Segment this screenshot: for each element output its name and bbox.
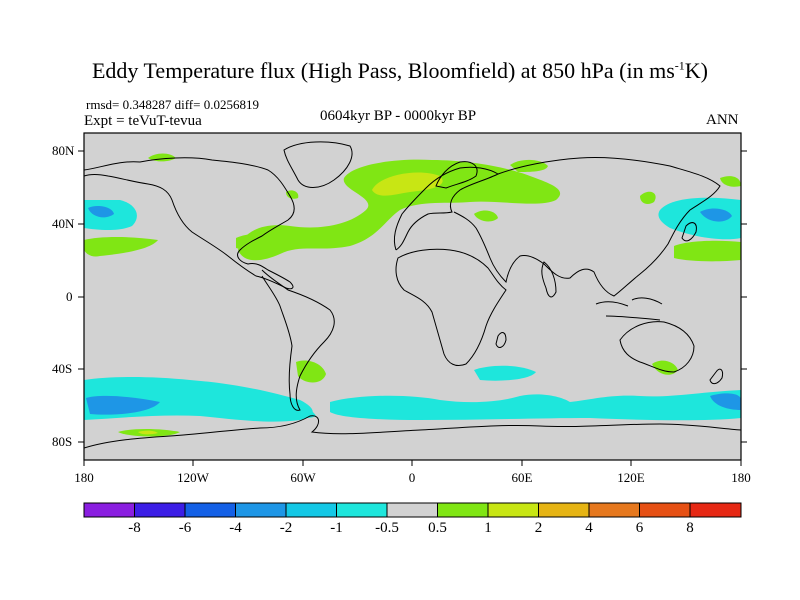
colorbar	[83, 502, 742, 518]
colorbar-label: -1	[330, 520, 343, 536]
field-antarctic-yellow	[138, 430, 158, 435]
colorbar-box-5	[336, 502, 388, 518]
colorbar-label: -2	[279, 520, 293, 536]
plot-title-end: K)	[684, 58, 708, 83]
field-central-asia-green	[474, 210, 498, 222]
colorbar-box-9	[538, 502, 590, 518]
coast-japan	[681, 222, 697, 242]
colorbar-label: 1	[484, 520, 492, 536]
lon-tick-label: 60W	[290, 470, 316, 485]
axis-ticks	[78, 150, 747, 466]
plot-title-main: Eddy Temperature flux (High Pass, Bloomf…	[91, 58, 675, 83]
colorbar-box-10	[588, 502, 640, 518]
colorbar-label: 0.5	[428, 520, 447, 536]
lon-tick-label: 0	[408, 470, 416, 485]
field-west-edge-blue	[88, 206, 114, 218]
colorbar-box-7	[437, 502, 489, 518]
coast-south-america	[261, 269, 335, 411]
experiment-label: Expt = teVuT-tevua	[84, 113, 202, 129]
lat-tick-label: 80S	[52, 434, 73, 449]
lon-tick-label: 180	[731, 470, 751, 485]
colorbar-box-12	[689, 502, 742, 518]
coast-north-america	[84, 157, 295, 290]
coast-europe	[393, 166, 500, 251]
coast-madagascar	[495, 332, 507, 348]
coast-scandinavia	[435, 161, 478, 189]
field-north-atlantic-green	[238, 159, 561, 261]
lat-tick-label: 40N	[52, 216, 75, 231]
colorbar-box-8	[487, 502, 539, 518]
colorbar-label: 2	[534, 520, 543, 536]
field-europe-yellow	[372, 172, 443, 196]
colorbar-label: -0.5	[375, 520, 399, 536]
field-south-pacific-blue	[710, 393, 741, 410]
stats-text: rmsd= 0.348287 diff= 0.0256819	[86, 97, 259, 112]
colorbar-label: 6	[635, 520, 644, 536]
colorbar-label: 8	[686, 520, 694, 536]
coast-new-zealand	[709, 368, 723, 385]
lat-tick-label: 40S	[52, 361, 73, 376]
lon-tick-label: 180	[74, 470, 94, 485]
field-labrador-green	[286, 190, 299, 199]
colorbar-box-11	[639, 502, 691, 518]
shaded-anomaly-fields	[84, 153, 741, 437]
period-label: 0604kyr BP - 0000kyr BP	[320, 108, 477, 124]
coast-australia	[619, 321, 695, 373]
coast-india	[541, 261, 557, 298]
field-ne-pacific-green-2	[84, 237, 158, 257]
coast-asia	[453, 156, 721, 297]
field-ne-pacific-green	[674, 240, 741, 262]
coastlines	[84, 141, 741, 449]
field-ne-asia-green	[640, 191, 656, 204]
field-north-pacific-cyan	[658, 197, 741, 240]
lon-tick-label: 120E	[617, 470, 645, 485]
plot-title-superscript: -1	[674, 58, 685, 73]
colorbar-box-1	[134, 502, 186, 518]
colorbar-label: -8	[128, 520, 141, 536]
plot-title: Eddy Temperature flux (High Pass, Bloomf…	[0, 58, 800, 84]
colorbar-box-3	[235, 502, 287, 518]
colorbar-box-6	[386, 502, 438, 518]
lat-tick-label: 0	[66, 289, 73, 304]
coast-antarctica	[84, 415, 741, 449]
coast-africa	[395, 248, 507, 367]
lon-tick-label: 120W	[177, 470, 209, 485]
colorbar-label: -6	[178, 520, 192, 536]
coast-indonesia	[595, 297, 663, 321]
field-north-pacific-blue	[700, 208, 732, 222]
field-southern-ocean-blue	[86, 395, 160, 415]
coast-greenland	[283, 141, 353, 188]
lon-tick-label: 60E	[511, 470, 533, 485]
colorbar-box-4	[285, 502, 337, 518]
colorbar-box-2	[184, 502, 236, 518]
season-label: ANN	[706, 112, 739, 128]
colorbar-label: -4	[229, 520, 242, 536]
field-south-atlantic-cyan	[330, 390, 741, 421]
field-south-indian-cyan	[474, 365, 536, 381]
colorbar-box-0	[83, 502, 135, 518]
field-far-ne-green	[720, 176, 741, 187]
field-australia-green	[652, 360, 678, 375]
colorbar-label: 4	[585, 520, 593, 536]
lat-tick-label: 80N	[52, 143, 75, 158]
field-argentina-green	[296, 360, 326, 383]
